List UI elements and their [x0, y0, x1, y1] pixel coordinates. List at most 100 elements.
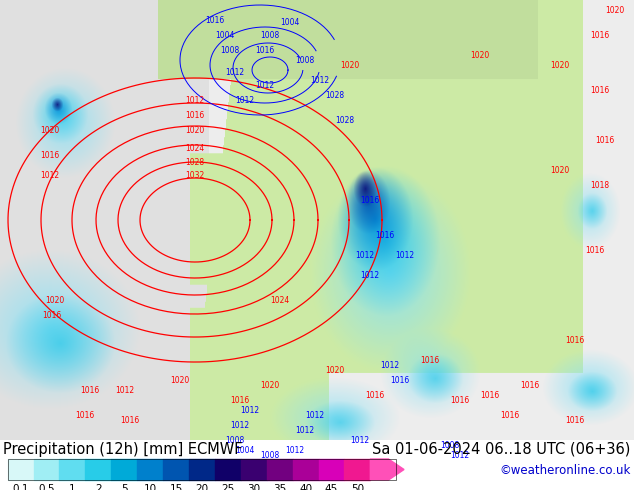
- Text: 1020: 1020: [550, 60, 569, 70]
- Text: 1004: 1004: [216, 30, 235, 40]
- Text: 40: 40: [299, 484, 312, 490]
- Bar: [163, 459, 189, 480]
- Text: 1012: 1012: [361, 270, 380, 279]
- Text: 1016: 1016: [585, 245, 605, 254]
- Bar: [34, 459, 60, 480]
- Text: 50: 50: [351, 484, 364, 490]
- Bar: [293, 459, 318, 480]
- Text: ©weatheronline.co.uk: ©weatheronline.co.uk: [500, 464, 631, 477]
- Text: 1016: 1016: [185, 111, 205, 120]
- Text: 1008: 1008: [295, 55, 314, 65]
- Text: Precipitation (12h) [mm] ECMWF: Precipitation (12h) [mm] ECMWF: [3, 441, 243, 457]
- Text: 1012: 1012: [306, 411, 325, 419]
- Text: 1016: 1016: [481, 391, 500, 399]
- Text: 1008: 1008: [441, 441, 460, 449]
- Text: 1012: 1012: [311, 75, 330, 84]
- Text: 1012: 1012: [295, 425, 314, 435]
- Text: 1020: 1020: [325, 366, 345, 374]
- Text: 1016: 1016: [360, 196, 380, 204]
- Bar: [137, 459, 163, 480]
- Text: 1020: 1020: [340, 60, 359, 70]
- Text: 1020: 1020: [550, 166, 569, 174]
- Text: 1016: 1016: [230, 395, 250, 405]
- Text: 1012: 1012: [356, 250, 375, 260]
- Text: 1016: 1016: [81, 386, 100, 394]
- Text: 1016: 1016: [500, 411, 520, 419]
- Text: 1016: 1016: [75, 411, 94, 419]
- Text: 1016: 1016: [566, 416, 585, 424]
- Text: 1028: 1028: [325, 91, 344, 99]
- Text: 1012: 1012: [351, 436, 370, 444]
- Bar: [86, 459, 111, 480]
- Text: Sa 01-06-2024 06..18 UTC (06+36): Sa 01-06-2024 06..18 UTC (06+36): [372, 441, 631, 457]
- Bar: [241, 459, 267, 480]
- Text: 20: 20: [195, 484, 209, 490]
- Text: 1020: 1020: [41, 125, 60, 135]
- Text: 0.1: 0.1: [12, 484, 29, 490]
- Text: 1016: 1016: [205, 16, 224, 24]
- Text: 1016: 1016: [375, 230, 394, 240]
- Text: 1016: 1016: [391, 375, 410, 385]
- Bar: [215, 459, 241, 480]
- Bar: [318, 459, 344, 480]
- Text: 1: 1: [69, 484, 75, 490]
- Text: 1020: 1020: [171, 375, 190, 385]
- Text: 1016: 1016: [256, 46, 275, 54]
- Text: 1028: 1028: [335, 116, 354, 124]
- Text: 1020: 1020: [185, 125, 205, 135]
- Text: 45: 45: [325, 484, 338, 490]
- Text: 35: 35: [273, 484, 287, 490]
- Text: 1016: 1016: [566, 336, 585, 344]
- Bar: [267, 459, 293, 480]
- Text: 1016: 1016: [590, 30, 610, 40]
- Text: 1004: 1004: [280, 18, 300, 26]
- Text: 2: 2: [95, 484, 101, 490]
- Text: 5: 5: [121, 484, 127, 490]
- Text: 1016: 1016: [365, 391, 385, 399]
- FancyArrow shape: [370, 459, 404, 480]
- Bar: [60, 459, 86, 480]
- Text: 1032: 1032: [185, 171, 205, 179]
- Text: 1020: 1020: [261, 381, 280, 390]
- Text: 1020: 1020: [46, 295, 65, 304]
- Text: 1016: 1016: [590, 85, 610, 95]
- Text: 1016: 1016: [595, 136, 614, 145]
- Text: 30: 30: [247, 484, 261, 490]
- Text: 1016: 1016: [420, 356, 439, 365]
- Text: 25: 25: [221, 484, 235, 490]
- Text: 1012: 1012: [240, 406, 259, 415]
- Bar: [111, 459, 137, 480]
- Text: 1016: 1016: [120, 416, 139, 424]
- Text: 1012: 1012: [380, 361, 399, 369]
- Text: 1020: 1020: [605, 5, 624, 15]
- Text: 15: 15: [169, 484, 183, 490]
- Text: 1012: 1012: [235, 96, 255, 104]
- Text: 0.5: 0.5: [38, 484, 55, 490]
- Text: 1012: 1012: [41, 171, 60, 179]
- Text: 1012: 1012: [115, 386, 134, 394]
- Text: 1012: 1012: [396, 250, 415, 260]
- Bar: [344, 459, 370, 480]
- Text: 1012: 1012: [185, 96, 205, 104]
- Text: 1024: 1024: [185, 144, 205, 152]
- Bar: [8, 459, 34, 480]
- Text: 1012: 1012: [256, 80, 275, 90]
- Text: 1024: 1024: [270, 295, 290, 304]
- Text: 1016: 1016: [42, 311, 61, 319]
- Text: 1012: 1012: [226, 68, 245, 76]
- Text: 1016: 1016: [450, 395, 470, 405]
- Text: 1028: 1028: [185, 157, 205, 167]
- Text: 1018: 1018: [590, 180, 609, 190]
- Text: 1004: 1004: [235, 445, 255, 455]
- Text: 1012: 1012: [230, 420, 250, 430]
- Text: 1016: 1016: [41, 150, 60, 160]
- Text: 10: 10: [143, 484, 157, 490]
- Bar: [189, 459, 215, 480]
- Text: 1008: 1008: [261, 30, 280, 40]
- Text: 1020: 1020: [470, 50, 489, 59]
- Text: 1016: 1016: [521, 381, 540, 390]
- Text: 1008: 1008: [261, 450, 280, 460]
- Text: 1008: 1008: [221, 46, 240, 54]
- Text: 1012: 1012: [450, 450, 470, 460]
- Text: 1008: 1008: [225, 436, 245, 444]
